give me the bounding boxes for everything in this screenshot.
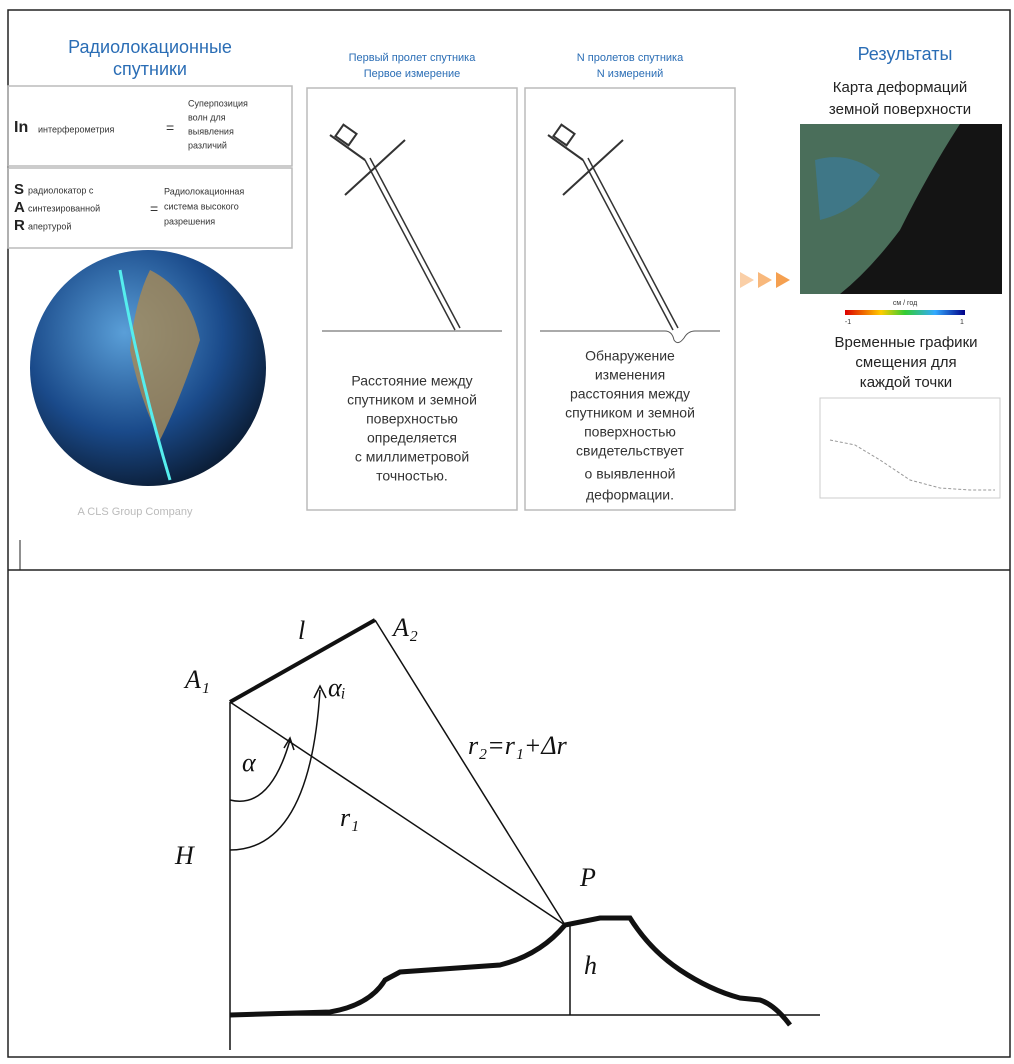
word: апертурой (28, 221, 71, 231)
panel-results: Результаты Карта деформаций земной повер… (800, 44, 1002, 498)
satellite (548, 125, 678, 330)
panel-n: N пролетов спутника N измерений Обнаруже… (525, 52, 735, 510)
text: изменения (595, 367, 665, 383)
scale-unit: см / год (893, 300, 917, 307)
letter: In (14, 119, 28, 136)
text: точностью. (376, 468, 448, 484)
header: Первое измерение (364, 68, 461, 80)
credit: A CLS Group Company (78, 506, 193, 518)
text: расстояния между (570, 386, 690, 402)
scale-max: 1 (960, 319, 964, 326)
meaning: Радиолокационная (164, 186, 244, 196)
meaning: разрешения (164, 216, 215, 226)
text: поверхностью (366, 411, 458, 427)
label: α (242, 748, 257, 777)
word: радиолокатор с (28, 185, 94, 195)
label: A₂ (391, 613, 418, 642)
equals: = (166, 120, 174, 136)
panel-sar: Радиолокационные спутники In интерфероме… (8, 37, 292, 518)
text: деформации. (586, 487, 674, 503)
panel-first: Первый пролет спутника Первое измерение … (307, 52, 517, 510)
geometry (230, 620, 820, 1050)
letter: R (14, 217, 25, 234)
label: r₂=r₁+Δr (468, 731, 568, 760)
mini-chart-line (830, 440, 995, 490)
text: о выявленной (585, 466, 676, 482)
map-title: Карта деформаций (833, 79, 967, 96)
label: l (298, 616, 305, 645)
text: поверхностью (584, 424, 676, 440)
text: Расстояние между (351, 373, 472, 389)
map-title: земной поверхности (829, 101, 971, 118)
graph-title: смещения для (855, 354, 956, 371)
meaning: различий (188, 140, 227, 150)
header: Первый пролет спутника (349, 52, 477, 64)
title: спутники (113, 59, 187, 79)
label: αᵢ (328, 673, 346, 702)
label: H (174, 841, 195, 870)
label: h (584, 951, 597, 980)
text: спутником и земной (347, 392, 477, 408)
satellite (330, 125, 460, 330)
letter: A (14, 199, 25, 216)
letter: S (14, 181, 24, 198)
mini-chart (820, 398, 1000, 498)
title: Радиолокационные (68, 37, 232, 57)
text: свидетельствует (576, 443, 684, 459)
label: P (579, 863, 596, 892)
word: синтезированной (28, 203, 100, 213)
word: интерферометрия (38, 124, 114, 134)
ground (540, 331, 720, 343)
label: A₁ (183, 665, 210, 694)
meaning: волн для (188, 112, 226, 122)
header: N измерений (597, 68, 663, 80)
title: Результаты (858, 44, 953, 64)
graph-title: каждой точки (860, 374, 952, 391)
meaning: система высокого (164, 201, 239, 211)
meaning: Суперпозиция (188, 98, 248, 108)
meaning: выявления (188, 126, 234, 136)
equals: = (150, 201, 158, 217)
scale-min: -1 (845, 319, 851, 326)
header: N пролетов спутника (577, 52, 684, 64)
text: определяется (367, 430, 457, 446)
page: Радиолокационные спутники In интерфероме… (0, 0, 1014, 1059)
text: спутником и земной (565, 405, 695, 421)
panel-box (307, 88, 517, 510)
arrows (740, 272, 790, 288)
text: с миллиметровой (355, 449, 469, 465)
label: r₁ (340, 803, 359, 832)
colorbar (845, 310, 965, 315)
text: Обнаружение (585, 348, 675, 364)
graph-title: Временные графики (834, 334, 977, 351)
